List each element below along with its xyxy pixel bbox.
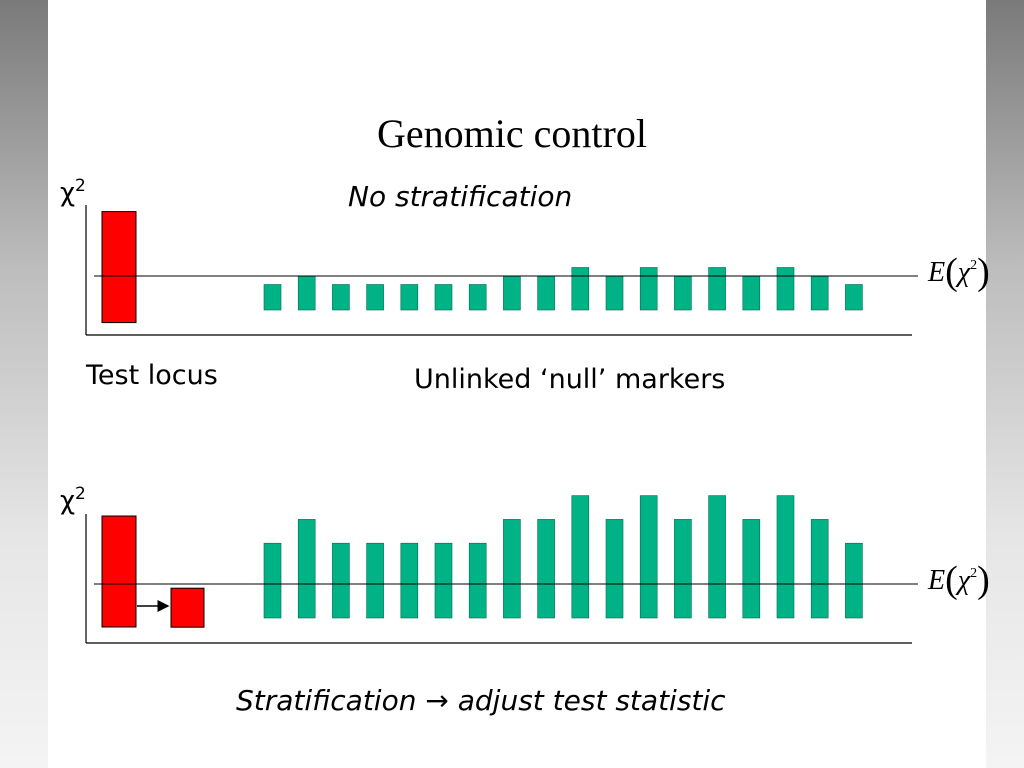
top-marker-bar xyxy=(742,275,761,311)
test-locus-label: Test locus xyxy=(86,360,218,391)
caption-adjust: adjust test statistic xyxy=(457,684,726,717)
top-marker-bar xyxy=(366,284,384,311)
bottom-marker-bar xyxy=(674,519,692,619)
bottom-marker-bar xyxy=(845,542,863,619)
top-exp-chi: χ xyxy=(957,257,971,288)
bottom-test-locus-bar xyxy=(101,515,137,628)
top-marker-bar xyxy=(332,284,350,311)
bottom-exp-close: ) xyxy=(977,559,990,601)
bottom-marker-bar xyxy=(332,542,350,619)
top-exp-E: E xyxy=(928,257,946,288)
caption-stratification: Stratification xyxy=(236,684,417,717)
bottom-marker-bar xyxy=(503,519,521,619)
top-y-axis-label: χ2 xyxy=(60,176,86,208)
top-chi-exponent: 2 xyxy=(75,176,86,196)
caption-arrow-icon: → xyxy=(425,684,449,717)
bottom-exp-E: E xyxy=(928,565,946,596)
top-marker-bar xyxy=(297,275,316,311)
top-exp-close: ) xyxy=(977,251,990,293)
bottom-caption: Stratification → adjust test statistic xyxy=(236,684,726,717)
bottom-marker-bar xyxy=(434,542,453,619)
top-chi-symbol: χ xyxy=(60,178,76,208)
top-marker-bar xyxy=(468,284,487,311)
top-marker-bar xyxy=(400,284,419,311)
top-subtitle: No stratification xyxy=(348,180,573,213)
top-marker-bar xyxy=(845,284,863,311)
bottom-marker-bar xyxy=(366,542,384,619)
top-marker-bar xyxy=(674,275,692,311)
bottom-marker-bar xyxy=(639,495,658,619)
bottom-marker-bar xyxy=(400,542,419,619)
bottom-marker-bar xyxy=(776,495,795,619)
bottom-marker-bar xyxy=(742,519,761,619)
top-test-locus-bar xyxy=(101,211,137,324)
top-marker-bar xyxy=(639,267,658,311)
top-marker-bar xyxy=(263,284,282,311)
slide-title: Genomic control xyxy=(377,111,647,156)
bottom-marker-bar xyxy=(468,542,487,619)
top-marker-bar xyxy=(810,275,829,311)
bottom-chi-exponent: 2 xyxy=(75,484,86,504)
null-markers-label: Unlinked ‘null’ markers xyxy=(414,364,726,395)
top-marker-bar xyxy=(571,267,590,311)
slide-background xyxy=(48,0,986,768)
bottom-marker-bar xyxy=(263,542,282,619)
top-marker-bar xyxy=(503,275,521,311)
bottom-marker-bar xyxy=(708,495,726,619)
bottom-exp-chi: χ xyxy=(957,565,971,596)
bottom-marker-bar xyxy=(810,519,829,619)
bottom-marker-bar xyxy=(297,519,316,619)
bottom-exp-sup: 2 xyxy=(970,566,978,581)
top-marker-bar xyxy=(605,275,624,311)
bottom-chi-symbol: χ xyxy=(60,486,76,516)
top-exp-open: ( xyxy=(945,251,958,293)
bottom-y-axis-label: χ2 xyxy=(60,484,86,516)
bottom-marker-bar xyxy=(571,495,590,619)
top-marker-bar xyxy=(434,284,453,311)
bottom-exp-open: ( xyxy=(945,559,958,601)
top-marker-bar xyxy=(776,267,795,311)
top-expectation-label: E(χ2) xyxy=(928,250,990,294)
bottom-marker-bar xyxy=(605,519,624,619)
top-exp-sup: 2 xyxy=(970,258,978,273)
bottom-adjusted-locus-bar xyxy=(170,587,205,628)
top-marker-bar xyxy=(537,275,555,311)
bottom-marker-bar xyxy=(537,519,555,619)
bottom-expectation-label: E(χ2) xyxy=(928,558,990,602)
top-marker-bar xyxy=(708,267,726,311)
